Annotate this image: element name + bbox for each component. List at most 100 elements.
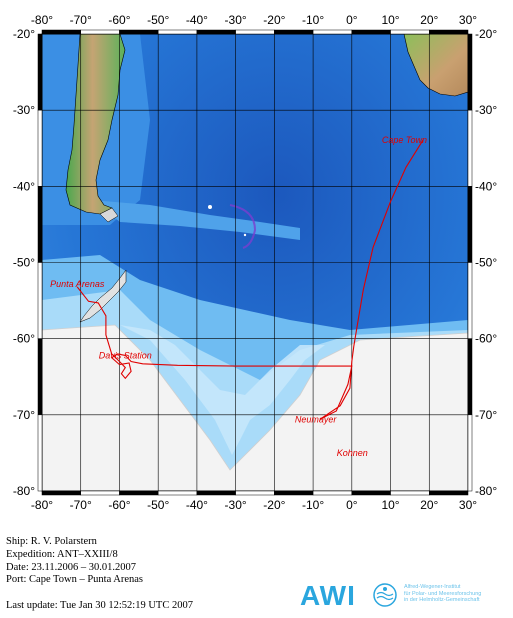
awi-logo-text: AWI [300,580,356,611]
lat-tick-label-right: -30° [475,103,497,117]
cruise-track-layer [76,139,424,420]
lon-tick-label-top: -10° [302,13,324,27]
frame-band-top [429,29,469,35]
place-labels: Cape Town Punta Arenas Davis Station Neumay… [50,135,427,458]
place-label-kohnen: Kohnen [337,448,368,458]
weddell-sea-shelf [120,325,325,455]
lat-tick-label-left: -60° [13,332,35,346]
last-update-line: Last update: Tue Jan 30 12:52:19 UTC 200… [6,600,193,611]
port-line: Port: Cape Town – Punta Arenas [6,574,144,585]
lat-tick-label-left: -20° [13,27,35,41]
lon-tick-label-bottom: -40° [186,498,208,512]
lon-tick-label-bottom: -30° [225,498,247,512]
frame-band-bottom [274,490,314,496]
lat-tick-label-right: -50° [475,256,497,270]
lon-tick-label-top: -60° [108,13,130,27]
frame-bands [37,29,473,496]
lat-tick-label-left: -50° [13,256,35,270]
date-line: Date: 23.11.2006 – 30.01.2007 [6,562,136,573]
lon-tick-label-top: 0° [346,13,358,27]
lon-tick-label-top: 10° [381,13,399,27]
frame-band-left [37,186,43,263]
frame-band-left [37,338,43,416]
lon-tick-label-bottom: -50° [147,498,169,512]
lon-tick-label-top: 30° [459,13,477,27]
place-label-punta-arenas: Punta Arenas [50,279,105,289]
frame-band-bottom [80,490,120,496]
lat-tick-label-right: -80° [475,484,497,498]
frame-band-bottom [41,490,81,496]
awi-logo-subtitle: Alfred-Wegener-Institut für Polar- und M… [404,584,482,603]
lat-tick-label-left: -30° [13,103,35,117]
frame-band-top [274,29,314,35]
lon-tick-label-bottom: 10° [381,498,399,512]
lon-tick-label-bottom: -10° [302,498,324,512]
lon-tick-label-top: -70° [70,13,92,27]
africa [403,34,468,97]
lat-tick-label-right: -40° [475,179,497,193]
frame-band-top [312,29,353,35]
lat-tick-label-right: -60° [475,332,497,346]
frame-band-top [390,29,430,35]
lat-tick-label-right: -20° [475,27,497,41]
frame-band-right [467,338,473,416]
lat-tick-label-right: -70° [475,408,497,422]
frame-band-left [37,109,43,187]
lon-tick-label-top: -30° [225,13,247,27]
lat-tick-label-left: -40° [13,179,35,193]
ship-line: Ship: R. V. Polarstern [6,536,97,547]
south-sandwich-islands [243,233,247,237]
lon-tick-label-bottom: -60° [108,498,130,512]
place-label-neumayer: Neumayer [295,414,338,424]
frame-band-bottom [157,490,198,496]
frame-band-left [37,262,43,339]
lon-tick-label-bottom: -70° [70,498,92,512]
axis-tick-labels: -80°-80°-70°-70°-60°-60°-50°-50°-40°-40°… [13,13,498,512]
lon-tick-label-top: -20° [263,13,285,27]
frame-band-bottom [119,490,159,496]
lon-tick-label-bottom: -20° [263,498,285,512]
frame-band-top [41,29,81,35]
frame-band-right [467,109,473,187]
lon-tick-label-top: -50° [147,13,169,27]
lon-tick-label-bottom: 20° [420,498,438,512]
frame-band-top [196,29,236,35]
frame-band-top [351,29,391,35]
awi-logo-icon [373,583,397,607]
frame-band-right [467,186,473,263]
lat-tick-label-left: -80° [13,484,35,498]
frame-band-right [467,414,473,492]
lon-tick-label-top: 20° [420,13,438,27]
south-sandwich-trench [229,204,257,249]
frame-band-right [467,33,473,111]
frame-band-bottom [351,490,391,496]
lat-tick-label-left: -70° [13,408,35,422]
frame-band-bottom [196,490,236,496]
frame-band-bottom [429,490,469,496]
lon-tick-label-bottom: 30° [459,498,477,512]
lon-tick-label-top: -40° [186,13,208,27]
tierra-del-fuego [99,207,119,223]
frame-band-top [235,29,275,35]
lon-tick-label-bottom: 0° [346,498,358,512]
lon-tick-label-top: -80° [31,13,53,27]
place-label-davis-station: Davis Station [99,350,152,360]
frame-band-left [37,414,43,492]
awi-logo: AWI Alfred-Wegener-Institut für Polar- u… [300,580,505,614]
lon-tick-label-bottom: -80° [31,498,53,512]
frame-band-right [467,262,473,339]
antarctica-ice [42,324,468,491]
expedition-line: Expedition: ANT–XXIII/8 [6,549,118,560]
frame-band-top [157,29,198,35]
antarctic-peninsula [79,269,127,323]
cruise-track [76,139,424,420]
frame-band-bottom [312,490,353,496]
frame-band-top [80,29,120,35]
south-georgia [208,205,212,209]
frame-band-bottom [390,490,430,496]
frame-band-left [37,33,43,111]
place-label-cape-town: Cape Town [382,135,427,145]
scotia-ridge [92,200,300,240]
frame-band-bottom [235,490,275,496]
